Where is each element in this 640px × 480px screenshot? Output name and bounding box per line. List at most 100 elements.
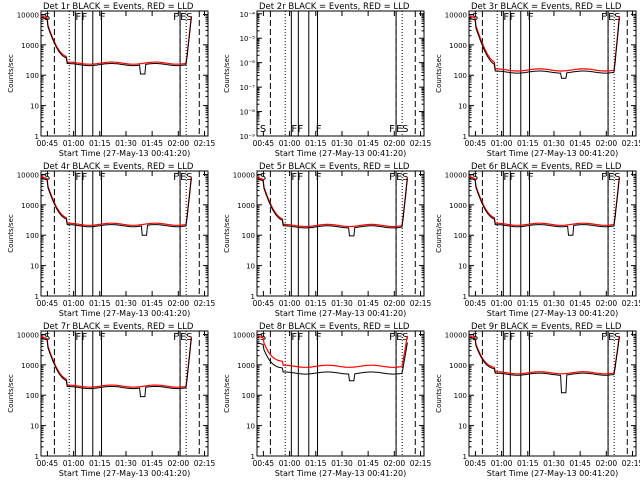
y-tick-label: 10⁻⁷ [240,84,256,92]
y-tick-label: 100 [26,392,39,400]
panel-det-2: Det 2r BLACK = Events, RED = LLD 10⁻⁹ 10⁻⁸… [223,2,432,158]
x-tick-label: 01:15 [89,139,111,148]
flag-letter: F [503,332,509,343]
flag-letter: E [180,332,186,343]
x-tick-label: 00:45 [37,139,59,148]
panel-det-6: Det 6r BLACK = Events, RED = LLD 1 10 100 10… [435,162,640,318]
flag-letter: E [608,12,614,23]
y-tick-label: 1000 [237,362,255,370]
x-tick-label: 00:45 [253,459,275,468]
x-tick-label: 02:00 [384,299,406,308]
flag-letter: F [528,12,534,23]
x-tick-label: 01:15 [89,459,111,468]
y-tick-label: 1 [463,453,467,461]
events-series-line [40,337,192,398]
y-tick-label: 1 [35,453,39,461]
y-tick-label: 10 [246,423,255,431]
y-axis-label: Counts/sec [435,54,443,93]
panel-title: Det 5r BLACK = Events, RED = LLD [259,162,410,172]
y-tick-label: 1 [251,453,255,461]
flag-letter: F [503,12,509,23]
x-tick-label: 01:30 [331,459,353,468]
x-axis-label: Start Time (27-May-13 00:41:20) [59,309,190,318]
flag-letter: F [509,12,515,23]
flag-letter: F [601,12,607,23]
lld-series-line [468,335,620,375]
x-tick-label: 01:45 [569,139,591,148]
lld-series-line [256,176,408,228]
events-series-line [468,17,620,79]
y-tick-label: 10⁻⁵ [240,35,256,43]
x-tick-label: 01:00 [63,459,85,468]
flag-letter: E [608,172,614,183]
flag-letter: S [614,172,620,183]
y-tick-label: 1000 [449,202,467,210]
y-axis-label: Counts/sec [435,214,443,253]
y-tick-label: 10 [30,423,39,431]
lld-series-line [468,15,620,72]
y-tick-label: 10000 [233,171,255,179]
panel-title: Det 4r BLACK = Events, RED = LLD [43,162,194,172]
x-tick-label: 02:00 [168,299,190,308]
y-tick-label: 100 [242,392,255,400]
y-tick-label: 1000 [449,42,467,50]
x-tick-label: 01:45 [569,299,591,308]
flag-letter: F [389,332,395,343]
panel-det-1: Det 1r BLACK = Events, RED = LLD 1 10 100 10… [7,2,216,158]
plot-frame [468,330,637,457]
x-axis-label: Start Time (27-May-13 00:41:20) [275,469,406,478]
flag-letter: S [614,12,620,23]
y-tick-label: 10000 [233,331,255,339]
x-tick-label: 02:00 [384,139,406,148]
x-tick-label: 01:30 [543,459,565,468]
x-tick-label: 02:00 [596,139,618,148]
x-tick-label: 01:00 [279,459,301,468]
x-tick-label: 01:00 [279,299,301,308]
plot-frame [256,330,425,457]
x-tick-label: 02:15 [194,139,216,148]
plot-frame [40,10,209,137]
flag-letter: F [503,172,509,183]
x-tick-label: 01:15 [517,459,539,468]
x-tick-label: 01:45 [569,459,591,468]
x-tick-label: 01:45 [357,299,379,308]
flag-letter: E [180,12,186,23]
y-tick-label: 10000 [445,171,467,179]
x-axis-label: Start Time (27-May-13 00:41:20) [59,149,190,158]
plot-frame [40,170,209,297]
x-tick-label: 01:30 [543,299,565,308]
x-tick-label: 02:00 [168,459,190,468]
x-tick-label: 01:45 [357,139,379,148]
y-tick-label: 10 [458,423,467,431]
flag-letter: E [396,124,402,135]
events-series-line [468,177,620,236]
x-tick-label: 01:15 [517,299,539,308]
flag-letter: S [614,332,620,343]
panel-det-5: Det 5r BLACK = Events, RED = LLD 1 10 100 10… [223,162,432,318]
flag-letter: F [291,124,297,135]
x-tick-label: 00:45 [465,139,487,148]
x-axis-label: Start Time (27-May-13 00:41:20) [275,309,406,318]
panel-title: Det 3r BLACK = Events, RED = LLD [471,2,622,12]
y-tick-label: 1000 [449,362,467,370]
flag-letter: S [44,172,50,183]
events-series-line [468,336,620,394]
flag-letter: F [316,332,322,343]
x-tick-label: 01:00 [63,299,85,308]
flag-letter: E [396,332,402,343]
y-tick-label: 10 [246,263,255,271]
x-tick-label: 01:15 [305,459,327,468]
flag-letter: F [316,124,322,135]
flag-letter: F [173,332,179,343]
x-tick-label: 01:00 [279,139,301,148]
x-tick-label: 01:15 [89,299,111,308]
x-tick-label: 01:30 [331,139,353,148]
y-tick-label: 1 [35,293,39,301]
x-tick-label: 02:00 [596,299,618,308]
panel-title: Det 7r BLACK = Events, RED = LLD [43,322,194,332]
y-axis-label: Counts/sec [7,374,15,413]
flag-letter: F [297,172,303,183]
flag-letter: F [528,332,534,343]
y-tick-label: 1 [463,133,467,141]
